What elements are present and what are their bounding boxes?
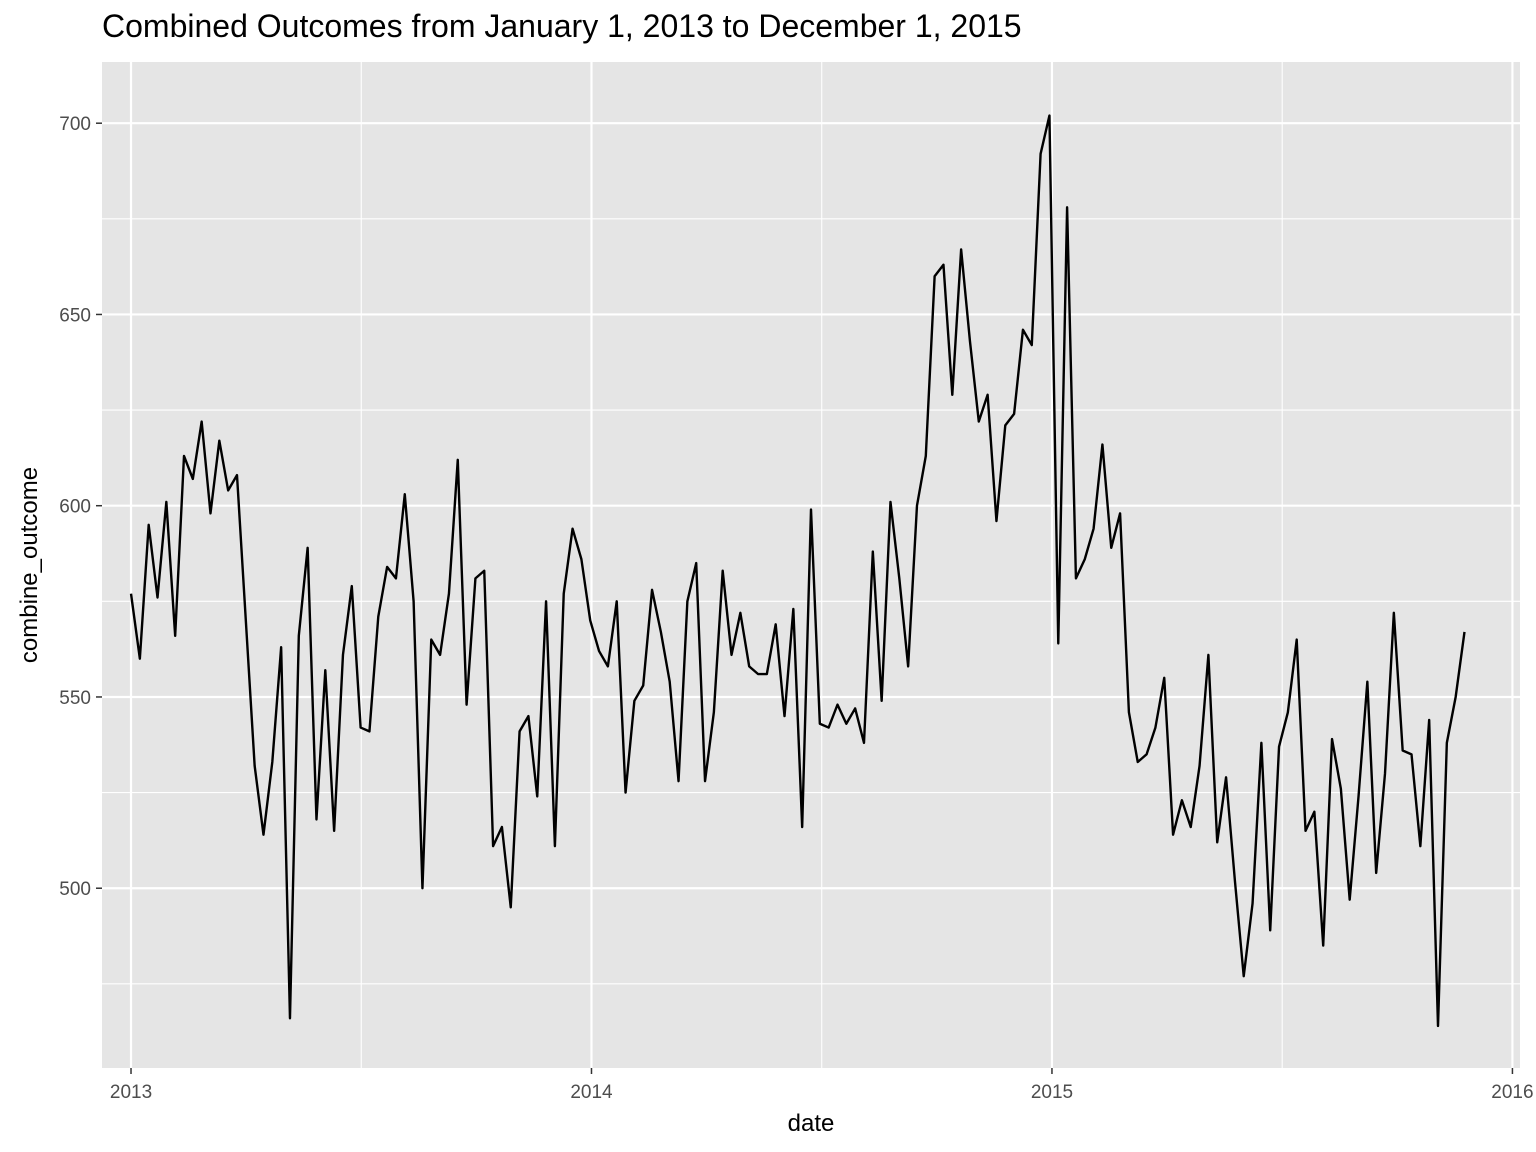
x-tick-label: 2015 (1031, 1082, 1073, 1103)
chart-title: Combined Outcomes from January 1, 2013 t… (102, 8, 1022, 44)
y-tick-label: 500 (59, 879, 91, 900)
y-axis-title: combine_outcome (16, 467, 43, 663)
series-line (129, 114, 1466, 1028)
x-axis-title: date (788, 1110, 835, 1137)
series-layer (129, 114, 1466, 1028)
y-axis: 500 550 600 650 700 (59, 114, 102, 900)
x-tick-label: 2013 (110, 1082, 152, 1103)
x-tick-label: 2016 (1491, 1082, 1533, 1103)
minor-gridlines (102, 62, 1520, 1068)
x-tick-label: 2014 (570, 1082, 613, 1103)
y-tick-label: 700 (59, 114, 91, 135)
x-axis: 2013 2014 2015 2016 (110, 1068, 1534, 1103)
y-tick-label: 550 (59, 688, 91, 709)
y-tick-label: 600 (59, 497, 91, 518)
y-tick-label: 650 (59, 305, 91, 326)
plot-panel (102, 62, 1520, 1068)
